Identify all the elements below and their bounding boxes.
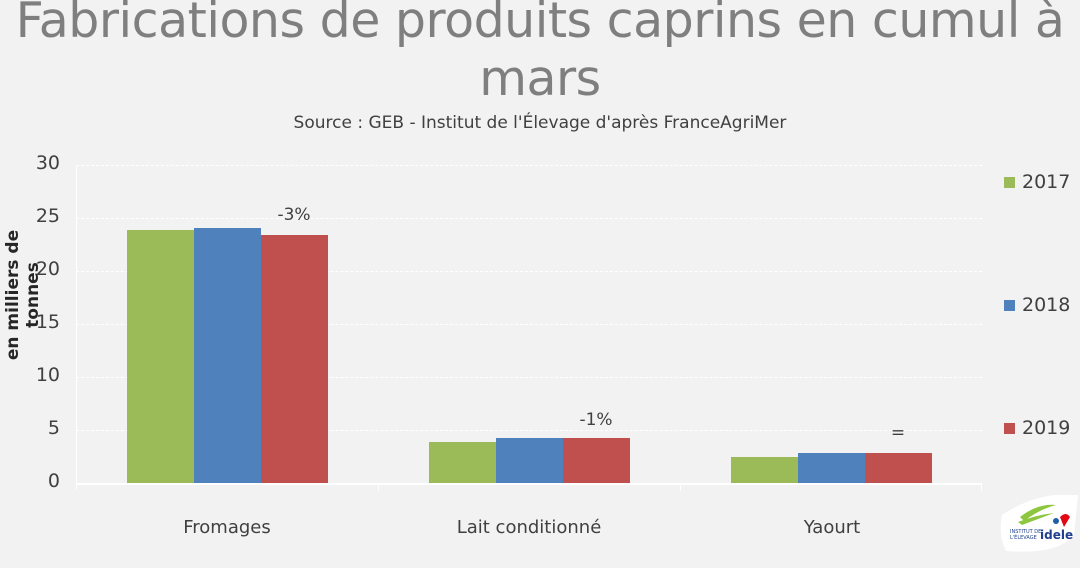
- y-axis-label: en milliers de tonnes: [3, 229, 43, 361]
- svg-text:INSTITUT DE: INSTITUT DE: [1010, 529, 1041, 535]
- bar-yaourt-2017: [731, 457, 798, 483]
- gridline: [76, 324, 982, 325]
- annotation-fromages: -3%: [277, 205, 311, 225]
- annotation-lait: -1%: [579, 410, 613, 430]
- logo-icon: INSTITUT DE L'ÉLEVAGE idele: [1000, 494, 1078, 552]
- legend-label: 2018: [1022, 294, 1071, 316]
- gridline: [76, 430, 982, 431]
- legend-item-2018: 2018: [1004, 294, 1070, 316]
- idele-logo: INSTITUT DE L'ÉLEVAGE idele: [998, 494, 1078, 555]
- gridline: [76, 218, 982, 219]
- legend-label: 2019: [1022, 417, 1071, 439]
- x-tick: [378, 483, 379, 491]
- plot-area: -3% -1% =: [76, 165, 982, 491]
- x-label-yaourt: Yaourt: [803, 517, 861, 538]
- legend-item-2019: 2019: [1004, 417, 1070, 439]
- bar-lait-2019: [563, 438, 630, 483]
- svg-text:L'ÉLEVAGE: L'ÉLEVAGE: [1010, 533, 1037, 541]
- y-axis-line: [76, 165, 77, 489]
- annotation-yaourt: =: [890, 423, 906, 443]
- legend-item-2017: 2017: [1004, 171, 1070, 193]
- svg-text:idele: idele: [1040, 528, 1073, 542]
- bar-lait-2017: [429, 442, 496, 483]
- x-label-lait: Lait conditionné: [456, 517, 602, 538]
- bar-fromages-2018: [194, 228, 261, 483]
- legend-swatch: [1004, 299, 1015, 311]
- chart-title: Fabrications de produits caprins en cumu…: [15, 0, 1065, 107]
- gridline: [76, 271, 982, 272]
- y-tick-label: 5: [47, 417, 60, 439]
- y-tick-label: 30: [35, 152, 60, 174]
- bar-yaourt-2019: [865, 453, 932, 483]
- y-tick-label: 25: [35, 205, 60, 227]
- bar-lait-2018: [496, 438, 563, 483]
- legend-label: 2017: [1022, 171, 1071, 193]
- x-label-fromages: Fromages: [183, 517, 271, 538]
- legend-swatch: [1004, 422, 1015, 434]
- x-axis-line: [76, 483, 982, 485]
- y-tick-label: 0: [47, 470, 60, 492]
- bar-fromages-2019: [261, 235, 328, 483]
- y-tick-label: 15: [35, 311, 60, 333]
- x-tick: [680, 483, 681, 491]
- y-tick-label: 20: [35, 258, 60, 280]
- gridline: [76, 377, 982, 378]
- bar-fromages-2017: [127, 230, 194, 483]
- chart-subtitle: Source : GEB - Institut de l'Élevage d'a…: [293, 113, 787, 133]
- y-tick-label: 10: [35, 364, 60, 386]
- legend-swatch: [1004, 176, 1015, 188]
- gridline: [76, 165, 982, 166]
- x-tick: [981, 483, 982, 491]
- bar-yaourt-2018: [798, 453, 865, 483]
